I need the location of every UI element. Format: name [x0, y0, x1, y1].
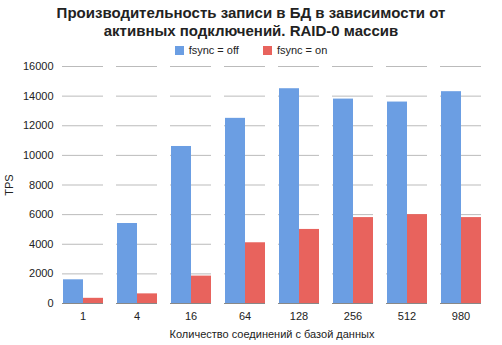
- svg-text:8000: 8000: [29, 179, 53, 191]
- svg-text:512: 512: [398, 310, 416, 322]
- svg-text:256: 256: [344, 310, 362, 322]
- svg-text:10000: 10000: [23, 149, 54, 161]
- svg-text:4000: 4000: [29, 238, 53, 250]
- svg-text:1: 1: [80, 310, 86, 322]
- html-text:fsync = off: fsync = off: [188, 44, 239, 56]
- svg-text:980: 980: [452, 310, 470, 322]
- svg-text:12000: 12000: [23, 119, 54, 131]
- svg-text:Количество соединений с базой: Количество соединений с базой данных: [170, 328, 375, 340]
- svg-text:128: 128: [290, 310, 308, 322]
- svg-text:TPS: TPS: [3, 174, 15, 195]
- svg-text:14000: 14000: [23, 90, 54, 102]
- html-text:fsync = on: fsync = on: [276, 44, 328, 56]
- svg-text:4: 4: [134, 310, 140, 322]
- svg-text:64: 64: [239, 310, 251, 322]
- html-text:Производительность записи в БД: Производительность записи в БД в зависим…: [56, 4, 446, 39]
- svg-text:16: 16: [185, 310, 197, 322]
- svg-text:16000: 16000: [23, 60, 54, 72]
- svg-text:0: 0: [47, 297, 53, 309]
- svg-text:6000: 6000: [29, 208, 53, 220]
- svg-text:2000: 2000: [29, 267, 53, 279]
